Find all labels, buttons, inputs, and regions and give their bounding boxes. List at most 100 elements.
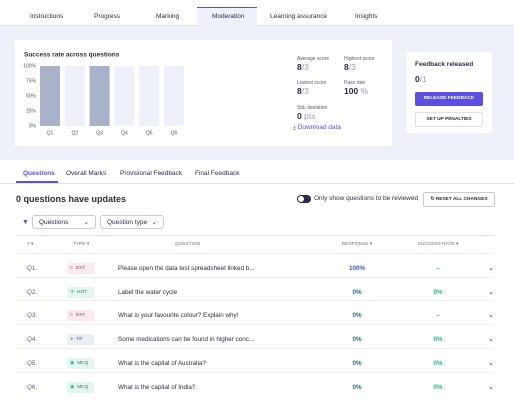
type-text: MCQ (77, 360, 89, 366)
response: 100% (348, 265, 366, 272)
unit: % (360, 86, 369, 96)
stat-value: 8/3 (297, 86, 309, 96)
stat-label: Lowest score (297, 80, 327, 86)
stat-value: 100 % (344, 86, 368, 96)
bar-track (64, 66, 85, 126)
penalties-button[interactable]: SET UP PENALTIES (415, 112, 483, 127)
dropdown-text: Questions (39, 219, 69, 226)
success-rate: – (436, 265, 440, 272)
y-tick-label: 100% (23, 63, 36, 69)
table-header: TYPE ▾ (73, 242, 90, 247)
stat-value: 0 pts (297, 111, 315, 121)
question-text[interactable]: What is your favourite colour? Explain w… (118, 312, 239, 320)
row-divider (16, 371, 494, 373)
bar-track (164, 66, 184, 126)
toggle[interactable] (297, 195, 311, 203)
row-divider (16, 347, 494, 349)
expand-chevron[interactable]: ⌄ (488, 288, 494, 296)
chart-title: Success rate across questions (24, 52, 120, 59)
type-text: EXT (75, 313, 86, 319)
subtab[interactable]: Provisional Feedback (120, 170, 183, 177)
y-tick-label: 0% (29, 123, 37, 129)
type-icon: ✛ (70, 289, 75, 295)
download-link[interactable]: ⤓ Download data (293, 124, 342, 131)
bar (89, 66, 110, 126)
value: 100 (344, 86, 359, 96)
chart: Success rate across questions 0% 25% 50% 75… (23, 52, 184, 136)
question-text[interactable]: Label the water cycle (118, 288, 178, 296)
release-button[interactable]: RELEASE FEEDBACK (415, 92, 483, 106)
type-badge: ≡ EXT (67, 263, 94, 274)
stat-label: Pass rate (344, 80, 366, 86)
stat-label: Highest score (344, 56, 375, 62)
active-tab-bg (197, 7, 257, 27)
subtab[interactable]: Questions (23, 170, 55, 177)
chart-card: Success rate across questions 0% 25% 50% 75… (15, 40, 392, 146)
x-tick-label: Q3 (96, 130, 103, 136)
dropdown[interactable]: Questions ⌄ (32, 215, 96, 229)
filter-icon: ▼ (22, 219, 29, 226)
feedback-value: 0/1 (415, 74, 427, 84)
tab[interactable]: Learning assurance (270, 13, 328, 20)
success-rate: 0% (433, 359, 443, 367)
top-tab-bar (0, 0, 514, 26)
feedback-title: Feedback released (415, 61, 474, 68)
question-number: Q4. (27, 336, 38, 344)
value: 0 (415, 74, 420, 84)
bar-track (114, 66, 135, 126)
tab[interactable]: Marking (156, 13, 180, 20)
tab[interactable]: Insights (355, 13, 378, 20)
total: /1 (419, 74, 427, 84)
value: 8 (344, 62, 349, 72)
question-text[interactable]: Please open the data test spreadsheet li… (118, 265, 255, 272)
subtab[interactable]: Overall Marks (66, 170, 107, 177)
question-text[interactable]: Some medications can be found in higher … (118, 336, 255, 344)
response: 0% (352, 336, 362, 344)
value: 8 (297, 62, 302, 72)
subtab[interactable]: Final Feedback (195, 170, 240, 177)
type-text: T/F (75, 337, 84, 343)
divider (0, 183, 514, 184)
total: /3 (301, 86, 309, 96)
response: 0% (352, 383, 362, 391)
question-text[interactable]: What is the capital of India? (118, 383, 196, 391)
success-rate: – (436, 312, 440, 320)
type-badge: ◉ MCQ (67, 357, 94, 369)
row-divider (16, 300, 494, 302)
question-number: Q3. (27, 312, 38, 320)
type-text: EXT (75, 266, 86, 271)
tab[interactable]: Moderation (212, 13, 245, 20)
y-tick-label: 50% (26, 93, 37, 99)
expand-chevron[interactable]: ⌄ (488, 383, 494, 391)
table-header: QUESTION (175, 242, 201, 247)
x-tick-label: Q1 (47, 130, 54, 136)
type-text: HOT (77, 289, 88, 295)
divider (16, 235, 494, 236)
dropdown[interactable]: Question type ⌄ (100, 215, 164, 229)
type-badge: ≡ EXT (67, 310, 94, 322)
type-badge: ◉ MCQ (67, 381, 94, 393)
x-tick-label: Q6 (171, 130, 178, 136)
expand-chevron[interactable]: ⌄ (488, 336, 494, 344)
y-tick-label: 25% (26, 108, 37, 114)
expand-chevron[interactable]: ⌄ (488, 359, 494, 367)
row-divider (16, 324, 494, 326)
expand-chevron[interactable]: ⌄ (488, 265, 494, 272)
bar (40, 66, 60, 126)
success-rate: 0% (433, 288, 443, 296)
stat-value: 8/3 (344, 62, 356, 72)
table-header: # ▾ (27, 242, 34, 247)
toggle-label: Only show questions to be reviewed (314, 195, 419, 202)
heading: 0 questions have updates (16, 194, 127, 204)
reset-text: RESET ALL CHANGES (435, 197, 488, 202)
stat-label: Std. deviation (297, 105, 328, 111)
tab[interactable]: Instructions (30, 13, 64, 20)
expand-chevron[interactable]: ⌄ (488, 312, 494, 320)
type-icon: ≡ (70, 313, 73, 319)
tab[interactable]: Progress (94, 13, 121, 20)
type-icon: ◉ (70, 384, 75, 390)
total: /3 (348, 62, 356, 72)
question-text[interactable]: What is the capital of Australia? (118, 359, 206, 367)
reset-button[interactable]: ↻ RESET ALL CHANGES (423, 192, 495, 207)
